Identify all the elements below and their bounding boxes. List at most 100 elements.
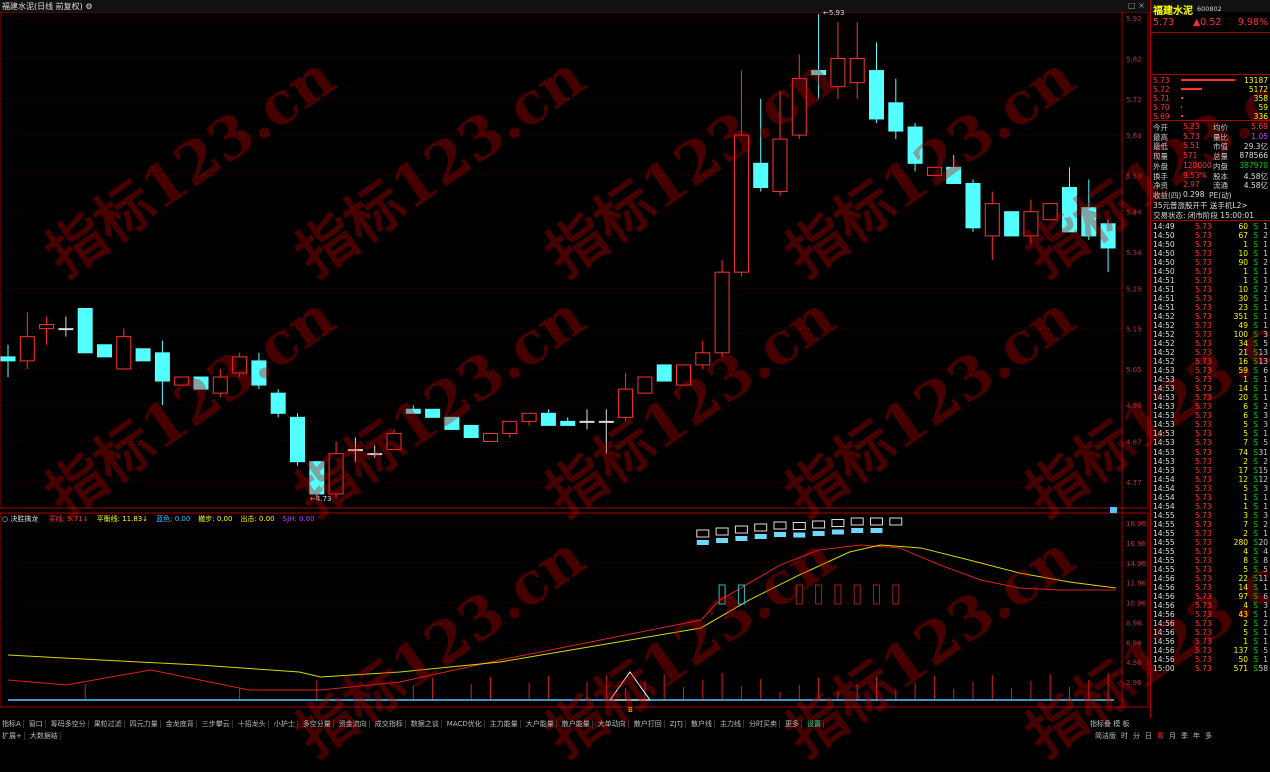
indicator-tab[interactable]: 数据之谈 [408, 720, 442, 728]
period-button[interactable]: 周 [1157, 732, 1164, 740]
period-button[interactable]: 年 [1193, 732, 1200, 740]
pe-label: PE(动) [1209, 191, 1232, 200]
indicator-tab[interactable]: ZJTJ [667, 720, 686, 728]
tick-row: 14:51 5.73 1 S 1 [1153, 276, 1268, 286]
scroll-marker [1110, 507, 1117, 513]
candle-body [232, 356, 248, 374]
price-axis-label: 4.87 [1126, 439, 1142, 447]
indicator-tab[interactable]: 分时买卖 [746, 720, 780, 728]
tick-row: 14:54 5.73 1 S 1 [1153, 492, 1268, 502]
candle-body [386, 432, 402, 451]
indicator-tab[interactable]: 主力能量 [487, 720, 521, 728]
period-button[interactable]: 分 [1133, 732, 1140, 740]
indicator-tab[interactable]: 主力线 [717, 720, 744, 728]
chart-title: 福建水泥(日线 前复权) ⚙ [2, 2, 93, 11]
hollow-signal-box [850, 517, 864, 526]
indicator-template-button[interactable]: 指标叠 模 板 [1090, 720, 1130, 728]
indicator-tab[interactable]: 小护士 [271, 720, 298, 728]
promo-link[interactable]: 35元普涨股开干 送手机L2> [1153, 201, 1248, 210]
candle-body [483, 432, 498, 443]
book-volume-bar [1181, 97, 1183, 99]
indicator-tab[interactable]: 筹码多空分 [48, 720, 89, 728]
indicator-name[interactable]: ○ 决胜擒龙 [2, 515, 39, 523]
indicator-tab[interactable]: MACD优化 [444, 720, 485, 728]
candle-body [0, 356, 16, 362]
book-volume: 336 [1253, 112, 1268, 121]
indicator-tab[interactable]: 十招龙头 [235, 720, 269, 728]
tick-row: 14:56 5.73 4 S 3 [1153, 600, 1268, 610]
price-change: ▲0.52 [1193, 17, 1222, 28]
hollow-signal-box [831, 519, 845, 527]
tick-row: 14:56 5.73 14 S 1 [1153, 582, 1268, 592]
period-button[interactable]: 简洁版 [1095, 732, 1116, 740]
filled-signal-box [774, 532, 786, 537]
gear-icon[interactable]: ⚙ [85, 2, 93, 11]
indicator-tab[interactable]: 多空分量 [300, 720, 334, 728]
trade-status: 交易状态: 闭市阶段 15:00:01 [1153, 211, 1254, 220]
book-price: 5.71 [1153, 94, 1170, 103]
tick-row: 14:51 5.73 10 S 2 [1153, 285, 1268, 295]
indicator-tab[interactable]: 设置 [804, 720, 824, 728]
filled-signal-box [831, 529, 844, 535]
high-price-label: ←5.93 [823, 9, 845, 17]
candle-body [502, 420, 518, 434]
book-volume: 59 [1258, 103, 1268, 112]
period-button[interactable]: 月 [1169, 732, 1176, 740]
indicator-tab[interactable]: 大户能量 [523, 720, 557, 728]
quote-stat-row: 最高 5.73 量比 1.05 [1153, 131, 1268, 142]
title-bar [0, 0, 1270, 12]
extra-tab[interactable]: 扩展+ [0, 732, 25, 740]
cyan-signal-bar [718, 584, 726, 605]
hollow-signal-box [734, 525, 748, 534]
candle-body [309, 461, 325, 495]
candle-body [1004, 211, 1020, 237]
indicator-tab[interactable]: 金龙底背 [163, 720, 197, 728]
indicator-tab[interactable]: 散户线 [688, 720, 715, 728]
tick-row: 14:53 5.73 74 S 31 [1153, 447, 1268, 457]
candle-body [405, 408, 421, 414]
tick-row: 14:50 5.73 10 S 1 [1153, 249, 1268, 259]
cyan-signal-bar [737, 584, 745, 605]
chart-canvas[interactable]: 5.92 5.82 5.72 5.63 5.53 5.44 5.34 5.25 5.15 5.05… [0, 0, 1270, 742]
order-book-row: 5.69 336 [1153, 112, 1268, 121]
filled-signal-box [735, 536, 748, 541]
tick-row: 14:56 5.73 2 S 2 [1153, 618, 1268, 628]
extra-tab[interactable]: 大数据结 [27, 732, 61, 740]
filled-signal-box [716, 538, 729, 543]
stock-code: 600802 [1197, 5, 1222, 13]
book-volume-bar [1181, 79, 1235, 81]
indicator-tab[interactable]: 指标A [0, 720, 24, 728]
last-price: 5.73 [1153, 17, 1175, 28]
candle-body [637, 376, 653, 394]
candle-body [58, 328, 74, 331]
tick-row: 14:55 5.73 4 S 4 [1153, 546, 1268, 556]
indicator-axis-label: 18.96 [1126, 520, 1147, 528]
indicator-tab[interactable]: 三步攀云 [199, 720, 233, 728]
period-button[interactable]: 季 [1181, 732, 1188, 740]
candle-body [19, 336, 35, 362]
red-signal-bar [873, 584, 880, 605]
candle-body [174, 376, 190, 386]
tick-row: 14:52 5.73 21 S 13 [1153, 348, 1268, 358]
indicator-tab[interactable]: 四元力量 [127, 720, 161, 728]
indicator-tab[interactable]: 更多 [782, 720, 802, 728]
indicator-tab[interactable]: 窗口 [26, 720, 46, 728]
candle-body [849, 57, 865, 84]
period-button[interactable]: 多 [1205, 732, 1212, 740]
candle-body [251, 360, 267, 386]
period-button[interactable]: 日 [1145, 732, 1152, 740]
indicator-tab[interactable]: 散户打回 [631, 720, 665, 728]
candle-body [1062, 187, 1077, 233]
tick-row: 14:52 5.73 34 S 5 [1153, 339, 1268, 349]
candle-body [97, 344, 112, 358]
indicator-tab[interactable]: 大单动向 [595, 720, 629, 728]
indicator-tab[interactable]: 资金流向 [336, 720, 370, 728]
price-axis-label: 5.44 [1126, 209, 1142, 217]
book-volume-bar [1181, 115, 1183, 117]
period-button[interactable]: 时 [1121, 732, 1128, 740]
indicator-tab[interactable]: 果粒过滤 [91, 720, 125, 728]
window-controls[interactable]: □ × [1128, 1, 1145, 10]
indicator-tab[interactable]: 散户能量 [559, 720, 593, 728]
price-axis-label: 5.15 [1126, 326, 1142, 334]
indicator-tab[interactable]: 成交指标 [372, 720, 406, 728]
